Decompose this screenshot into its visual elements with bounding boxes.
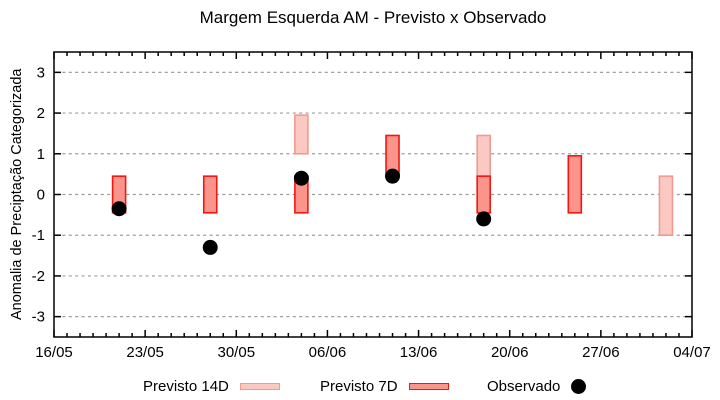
legend-item-previsto-14d: Previsto 14D <box>143 377 280 395</box>
svg-text:2: 2 <box>37 105 45 122</box>
legend-label-previsto-14d: Previsto 14D <box>143 377 229 395</box>
svg-text:1: 1 <box>37 146 45 163</box>
svg-text:20/06: 20/06 <box>491 344 529 361</box>
legend-label-previsto-7d: Previsto 7D <box>320 377 398 395</box>
svg-text:23/05: 23/05 <box>126 344 164 361</box>
legend: Previsto 14D Previsto 7D Observado <box>0 377 720 397</box>
svg-text:3: 3 <box>37 64 45 81</box>
observado-dot-icon <box>571 378 587 394</box>
legend-item-previsto-7d: Previsto 7D <box>320 377 449 395</box>
previsto-7d-swatch-icon <box>408 382 449 390</box>
svg-text:30/05: 30/05 <box>218 344 256 361</box>
previsto-14d-swatch-icon <box>239 382 280 390</box>
svg-text:06/06: 06/06 <box>309 344 347 361</box>
svg-text:-2: -2 <box>32 268 45 285</box>
svg-text:13/06: 13/06 <box>400 344 438 361</box>
svg-text:04/07: 04/07 <box>673 344 711 361</box>
svg-text:-1: -1 <box>32 227 45 244</box>
svg-text:-3: -3 <box>32 309 45 326</box>
chart-title: Margem Esquerda AM - Previsto x Observad… <box>199 8 547 27</box>
svg-text:0: 0 <box>37 187 45 204</box>
legend-item-observado: Observado <box>487 377 587 395</box>
svg-text:27/06: 27/06 <box>582 344 620 361</box>
svg-text:16/05: 16/05 <box>35 344 73 361</box>
legend-label-observado: Observado <box>487 377 561 395</box>
